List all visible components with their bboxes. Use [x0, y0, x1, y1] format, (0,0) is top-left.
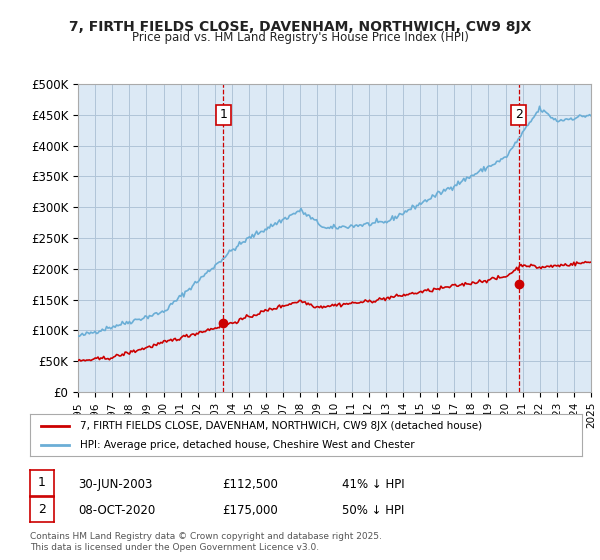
Text: £175,000: £175,000 [222, 504, 278, 517]
Text: 7, FIRTH FIELDS CLOSE, DAVENHAM, NORTHWICH, CW9 8JX: 7, FIRTH FIELDS CLOSE, DAVENHAM, NORTHWI… [69, 20, 531, 34]
Text: 1: 1 [220, 108, 227, 122]
Text: 2: 2 [515, 108, 523, 122]
Text: 1: 1 [38, 477, 46, 489]
Text: 08-OCT-2020: 08-OCT-2020 [78, 504, 155, 517]
Text: £112,500: £112,500 [222, 478, 278, 491]
Text: 50% ↓ HPI: 50% ↓ HPI [342, 504, 404, 517]
Text: 41% ↓ HPI: 41% ↓ HPI [342, 478, 404, 491]
Text: 7, FIRTH FIELDS CLOSE, DAVENHAM, NORTHWICH, CW9 8JX (detached house): 7, FIRTH FIELDS CLOSE, DAVENHAM, NORTHWI… [80, 421, 482, 431]
Text: 30-JUN-2003: 30-JUN-2003 [78, 478, 152, 491]
Text: Contains HM Land Registry data © Crown copyright and database right 2025.
This d: Contains HM Land Registry data © Crown c… [30, 532, 382, 552]
Text: HPI: Average price, detached house, Cheshire West and Chester: HPI: Average price, detached house, Ches… [80, 440, 415, 450]
Text: Price paid vs. HM Land Registry's House Price Index (HPI): Price paid vs. HM Land Registry's House … [131, 31, 469, 44]
Text: 2: 2 [38, 503, 46, 516]
